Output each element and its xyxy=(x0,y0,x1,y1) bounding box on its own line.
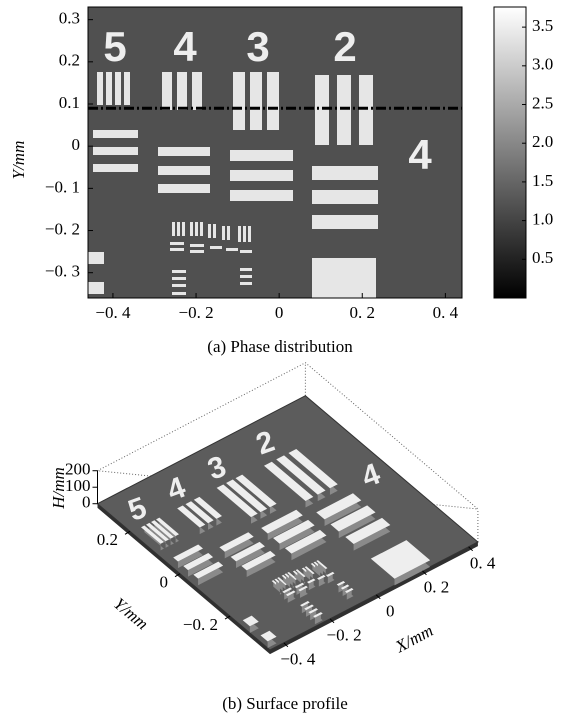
group-label: 2 xyxy=(333,23,356,70)
group-label: 3 xyxy=(246,23,269,70)
y-tick-label: 0.2 xyxy=(97,530,118,549)
x-tick-label: −0. 2 xyxy=(327,626,362,645)
colorbar-tick-label: 3.5 xyxy=(532,16,553,35)
x-tick-label: 0. 4 xyxy=(433,303,459,322)
x-tick-label: 0. 2 xyxy=(350,303,376,322)
x-tick-label: 0. 2 xyxy=(424,578,450,597)
z-tick-label: 200 xyxy=(65,460,91,479)
y-axis-label: Y/mm xyxy=(9,141,28,180)
caption: (b) Surface profile xyxy=(222,694,348,713)
x-tick-label: −0. 4 xyxy=(95,303,131,322)
y-tick-label: 0 xyxy=(72,135,81,154)
colorbar-tick-label: 1.5 xyxy=(532,171,553,190)
z-tick-label: 100 xyxy=(65,476,91,495)
y-tick-label: −0. 3 xyxy=(45,262,80,281)
colorbar-tick-label: 2.5 xyxy=(532,93,553,112)
group-label: 4 xyxy=(408,131,432,178)
y-axis-label: Y/mm xyxy=(110,594,152,633)
colorbar-tick-label: 0.5 xyxy=(532,248,553,267)
x-tick-label: 0. 4 xyxy=(470,554,496,573)
y-tick-label: −0. 2 xyxy=(45,219,80,238)
group-label: 4 xyxy=(173,23,197,70)
x-axis-label: X/mm xyxy=(391,621,436,657)
y-tick-label: 0.1 xyxy=(59,93,80,112)
x-tick-label: −0. 2 xyxy=(178,303,213,322)
y-tick-label: −0. 2 xyxy=(183,615,218,634)
y-tick-label: 0.2 xyxy=(59,51,80,70)
z-tick-label: 0 xyxy=(82,493,91,512)
y-tick-label: 0 xyxy=(160,573,169,592)
x-tick-label: 0 xyxy=(386,602,395,621)
group-label: 5 xyxy=(103,23,126,70)
caption: (a) Phase distribution xyxy=(207,337,353,356)
y-tick-label: 0.3 xyxy=(59,9,80,28)
colorbar xyxy=(494,7,526,298)
figure: 54324 (a) Phase distribution Y/mm H/mm X… xyxy=(0,0,568,717)
x-tick-label: −0. 4 xyxy=(280,650,316,669)
colorbar-tick-label: 2.0 xyxy=(532,132,553,151)
x-tick-label: 0 xyxy=(275,303,284,322)
colorbar-tick-label: 1.0 xyxy=(532,210,553,229)
y-tick-label: −0. 1 xyxy=(45,177,80,196)
colorbar-tick-label: 3.0 xyxy=(532,55,553,74)
